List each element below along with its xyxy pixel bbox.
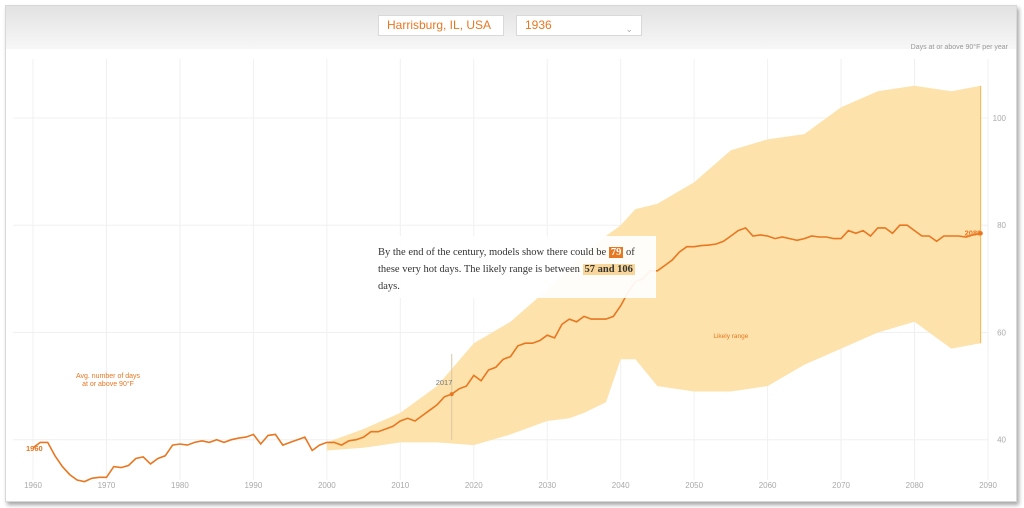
- y-tick-label: 80: [997, 221, 1006, 230]
- current-point-marker: [449, 392, 454, 397]
- current-year-label: 2017: [436, 378, 453, 387]
- x-tick-label: 1990: [244, 481, 262, 490]
- callout-text-2: of these very hot days. The likely range…: [378, 247, 635, 275]
- x-tick-label: 1980: [171, 481, 189, 490]
- x-tick-label: 2000: [318, 481, 336, 490]
- chevron-down-icon: ⌄: [625, 24, 633, 34]
- summary-callout: By the end of the century, models show t…: [368, 236, 656, 298]
- x-tick-label: 2030: [538, 481, 556, 490]
- avg-label-line-1: Avg. number of days: [76, 373, 141, 380]
- x-tick-label: 2060: [759, 481, 777, 490]
- avg-label-line-2: at or above 90°F: [82, 380, 134, 388]
- y-axis-caption: Days at or above 90°F per year: [910, 44, 1008, 51]
- x-tick-label: 2090: [979, 481, 997, 490]
- x-tick-label: 2010: [391, 481, 409, 490]
- chart-frame: Harrisburg, IL, USA 1936 ⌄ Days at or ab…: [5, 5, 1017, 502]
- x-tick-label: 1970: [98, 481, 116, 490]
- x-tick-label: 2040: [612, 481, 630, 490]
- likely-range-value: 57 and 106: [582, 264, 635, 275]
- year-select-value: 1936: [525, 18, 552, 32]
- x-tick-label: 2070: [832, 481, 850, 490]
- location-input[interactable]: Harrisburg, IL, USA: [378, 15, 504, 36]
- end-point-marker: [978, 231, 983, 236]
- callout-text-1: By the end of the century, models show t…: [378, 247, 609, 258]
- likely-range-label: Likely range: [713, 333, 748, 340]
- y-tick-label: 100: [993, 114, 1007, 123]
- year-select[interactable]: 1936 ⌄: [516, 15, 642, 36]
- x-tick-label: 2020: [465, 481, 483, 490]
- callout-text-3: days.: [378, 281, 400, 292]
- end-year-label: 2089: [965, 228, 982, 237]
- x-tick-label: 2050: [685, 481, 703, 490]
- x-tick-label: 1960: [24, 481, 42, 490]
- y-tick-label: 40: [997, 436, 1006, 445]
- controls-bar: Harrisburg, IL, USA 1936 ⌄: [6, 6, 1016, 49]
- start-year-label: 1960: [26, 444, 43, 453]
- projected-days-value: 79: [608, 247, 624, 258]
- avg-days-line: [32, 224, 981, 483]
- x-tick-label: 2080: [906, 481, 924, 490]
- y-tick-label: 60: [997, 328, 1006, 337]
